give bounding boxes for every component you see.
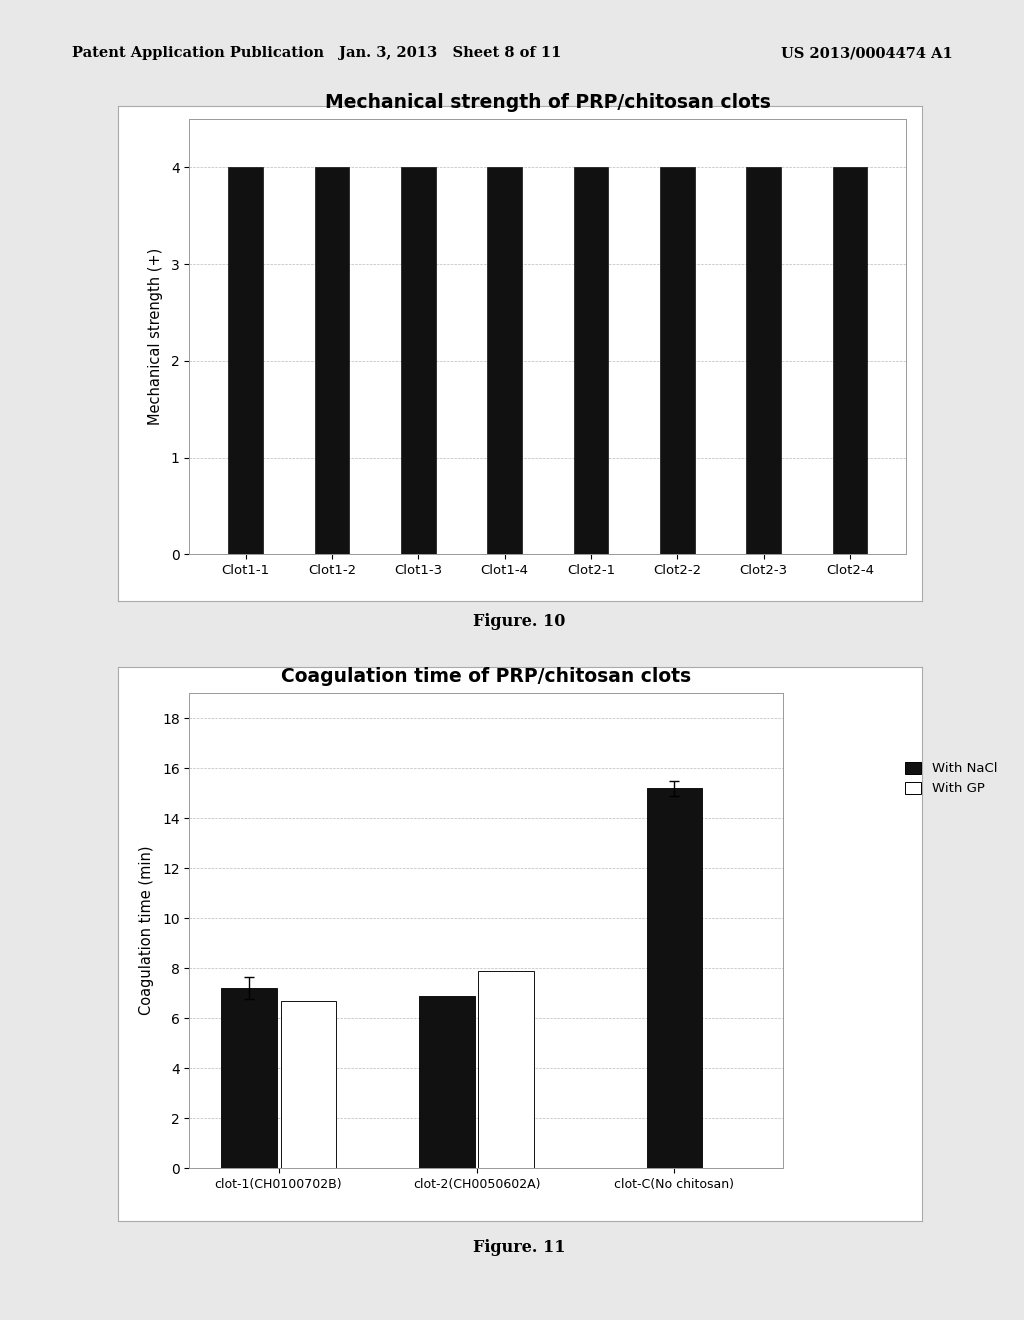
- Y-axis label: Mechanical strength (+): Mechanical strength (+): [147, 248, 163, 425]
- Bar: [573, 168, 608, 554]
- Bar: [833, 168, 867, 554]
- Bar: [401, 168, 435, 554]
- Text: Figure. 11: Figure. 11: [473, 1239, 566, 1255]
- Text: US 2013/0004474 A1: US 2013/0004474 A1: [780, 46, 952, 61]
- Bar: [746, 168, 781, 554]
- Text: Jan. 3, 2013   Sheet 8 of 11: Jan. 3, 2013 Sheet 8 of 11: [339, 46, 562, 61]
- Bar: [419, 995, 474, 1168]
- Legend: With NaCl, With GP: With NaCl, With GP: [900, 756, 1002, 801]
- Bar: [221, 989, 276, 1168]
- Bar: [647, 788, 702, 1168]
- Text: Figure. 10: Figure. 10: [473, 614, 566, 630]
- Y-axis label: Coagulation time (min): Coagulation time (min): [138, 846, 154, 1015]
- Title: Coagulation time of PRP/chitosan clots: Coagulation time of PRP/chitosan clots: [282, 667, 691, 686]
- Title: Mechanical strength of PRP/chitosan clots: Mechanical strength of PRP/chitosan clot…: [325, 92, 771, 112]
- Text: Patent Application Publication: Patent Application Publication: [72, 46, 324, 61]
- Bar: [660, 168, 694, 554]
- Bar: [314, 168, 349, 554]
- Bar: [478, 970, 534, 1168]
- Bar: [487, 168, 522, 554]
- Bar: [228, 168, 263, 554]
- Bar: [281, 1001, 336, 1168]
